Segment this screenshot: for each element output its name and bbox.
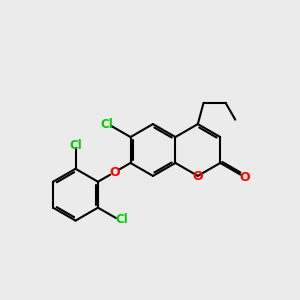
Text: O: O <box>240 171 250 184</box>
Text: O: O <box>193 170 203 183</box>
Text: Cl: Cl <box>115 213 128 226</box>
Text: Cl: Cl <box>69 139 82 152</box>
Text: O: O <box>110 166 120 178</box>
Text: Cl: Cl <box>100 118 113 131</box>
